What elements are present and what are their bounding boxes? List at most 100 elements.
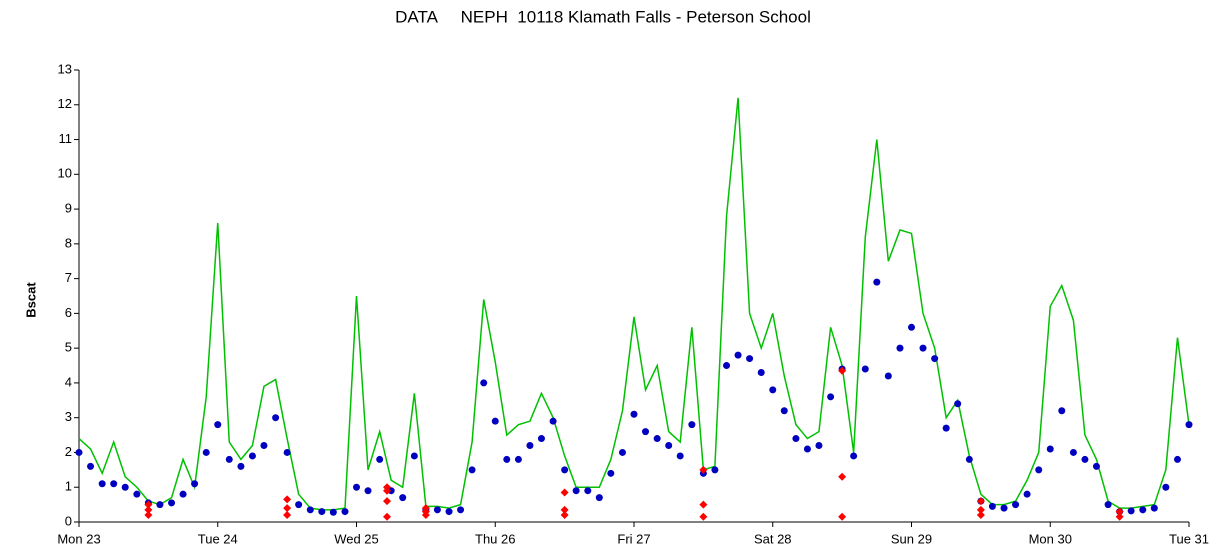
average-dot: [214, 421, 222, 429]
average-dot: [1058, 407, 1066, 415]
average-dot: [688, 421, 696, 429]
average-dot: [723, 362, 731, 370]
average-dot: [908, 323, 915, 331]
average-dot: [295, 501, 303, 509]
flag-marker: [560, 511, 569, 520]
flag-marker: [699, 465, 708, 474]
average-dot: [746, 355, 754, 363]
average-dot: [248, 452, 256, 460]
flag-marker: [283, 511, 292, 520]
average-dot: [306, 506, 314, 514]
average-dot: [653, 435, 661, 443]
x-tick-label: Mon 23: [57, 531, 100, 546]
average-dot: [514, 455, 522, 463]
y-tick-label: 9: [65, 201, 72, 216]
average-dot: [861, 365, 869, 373]
average-dot: [896, 344, 904, 352]
average-dot: [445, 508, 453, 516]
average-dot: [630, 410, 638, 418]
y-tick-label: 1: [65, 479, 72, 494]
x-tick-label: Wed 25: [334, 531, 379, 546]
average-dot: [873, 278, 881, 286]
flag-marker: [421, 504, 430, 513]
y-tick-label: 8: [65, 235, 72, 250]
average-dot: [329, 508, 337, 516]
flag-marker: [144, 511, 153, 520]
average-dot: [364, 487, 372, 495]
average-dot: [618, 448, 626, 456]
average-dot: [98, 480, 106, 488]
average-dot: [156, 501, 164, 509]
average-dot: [225, 455, 233, 463]
y-tick-label: 0: [65, 513, 72, 528]
y-tick-label: 4: [65, 374, 72, 389]
average-dot: [75, 448, 83, 456]
average-dot: [353, 483, 360, 491]
x-tick-label: Tue 31: [1169, 531, 1209, 546]
average-dot: [168, 499, 176, 507]
flag-marker: [144, 500, 153, 509]
average-dot: [884, 372, 892, 380]
y-tick-label: 5: [65, 340, 72, 355]
average-dot: [87, 462, 95, 470]
average-dot: [491, 417, 499, 425]
average-dot: [584, 487, 592, 495]
average-dot: [642, 428, 650, 436]
average-dot: [549, 417, 557, 425]
flag-marker: [283, 504, 292, 513]
average-dot: [1081, 455, 1089, 463]
average-dot: [988, 502, 996, 510]
average-dot: [803, 445, 811, 453]
average-dot: [1046, 445, 1054, 453]
flag-marker: [699, 512, 708, 521]
flag-marker: [1115, 512, 1124, 521]
average-dot: [1139, 506, 1147, 514]
average-dot: [1162, 483, 1170, 491]
x-tick-label: Tue 24: [198, 531, 238, 546]
flag-marker: [383, 483, 392, 492]
average-dot: [1104, 501, 1112, 509]
average-dot: [769, 386, 777, 394]
flag-marker: [838, 366, 847, 375]
average-dot: [121, 483, 129, 491]
average-dot: [341, 508, 349, 516]
average-dot: [272, 414, 280, 422]
flag-marker: [144, 505, 153, 514]
flag-marker: [383, 497, 392, 506]
flag-marker: [560, 505, 569, 514]
average-dot: [711, 466, 719, 474]
average-dot: [595, 494, 603, 502]
average-dot: [780, 407, 788, 415]
average-dot: [202, 448, 210, 456]
flag-marker: [560, 488, 569, 497]
average-dot: [676, 452, 684, 460]
x-tick-label: Sun 29: [891, 531, 932, 546]
average-dot: [526, 442, 534, 450]
average-dot: [191, 480, 199, 488]
average-dot: [1069, 448, 1077, 456]
flag-marker: [838, 512, 847, 521]
flag-marker: [976, 497, 985, 506]
x-tick-label: Sat 28: [754, 531, 792, 546]
average-dot: [561, 466, 569, 474]
x-tick-label: Fri 27: [617, 531, 650, 546]
average-dot: [399, 494, 407, 502]
average-dot: [1035, 466, 1043, 474]
average-dot: [965, 455, 973, 463]
y-axis-label: Bscat: [23, 282, 38, 318]
average-dot: [815, 442, 823, 450]
average-dot: [954, 400, 962, 408]
average-dot: [1150, 504, 1158, 512]
y-tick-label: 13: [58, 61, 72, 76]
average-dot: [133, 490, 141, 498]
average-dot: [931, 355, 939, 363]
average-dot: [468, 466, 476, 474]
average-dot: [850, 452, 858, 460]
average-dot: [318, 508, 326, 516]
average-dot: [1012, 501, 1020, 509]
average-dot: [433, 506, 441, 514]
average-dot: [376, 455, 384, 463]
flag-marker: [699, 500, 708, 509]
y-tick-label: 10: [58, 166, 72, 181]
average-dot: [572, 487, 580, 495]
